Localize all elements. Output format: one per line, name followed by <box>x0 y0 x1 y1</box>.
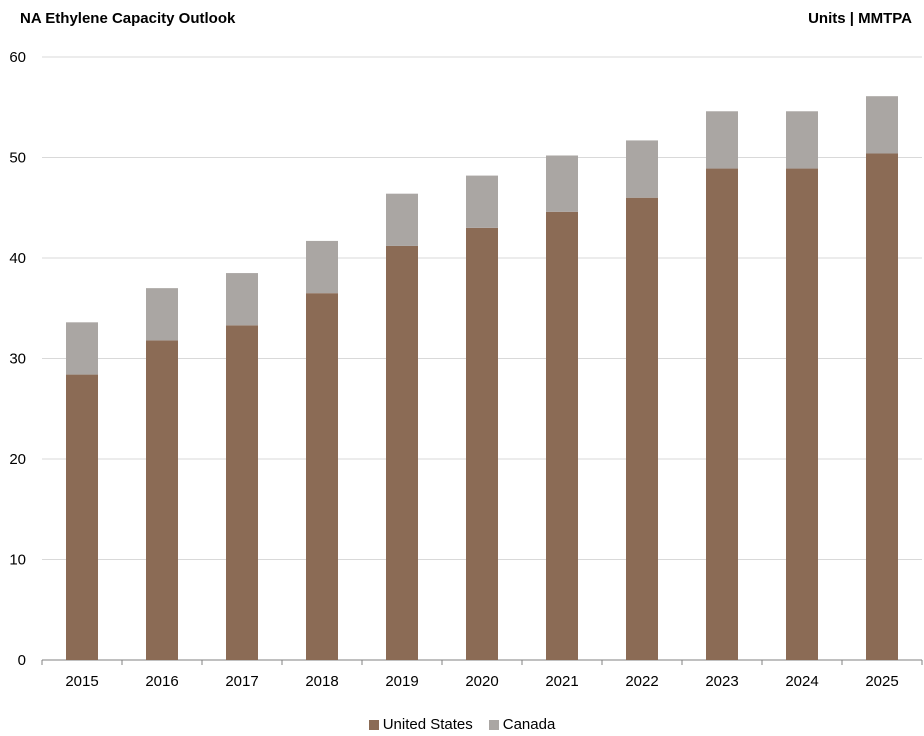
legend-item-canada: Canada <box>488 716 556 733</box>
x-tick-label: 2019 <box>385 673 418 690</box>
legend-swatch-us <box>368 719 379 730</box>
bar-united-states-2020 <box>466 227 498 660</box>
bar-canada-2021 <box>546 155 578 212</box>
bar-canada-2015 <box>66 322 98 375</box>
bar-canada-2017 <box>226 273 258 326</box>
bar-canada-2023 <box>706 111 738 169</box>
units-label: Units | MMTPA <box>808 10 912 27</box>
y-tick-label: 20 <box>9 451 26 468</box>
y-tick-label: 60 <box>9 49 26 66</box>
bar-canada-2020 <box>466 175 498 228</box>
bar-canada-2025 <box>866 96 898 154</box>
x-tick-label: 2017 <box>225 673 258 690</box>
y-tick-label: 40 <box>9 250 26 267</box>
x-tick-label: 2015 <box>65 673 98 690</box>
y-tick-label: 10 <box>9 552 26 569</box>
bar-canada-2024 <box>786 111 818 169</box>
bar-united-states-2022 <box>626 197 658 660</box>
legend-item-us: United States <box>368 716 473 733</box>
y-tick-label: 50 <box>9 150 26 167</box>
bar-canada-2018 <box>306 240 338 294</box>
x-tick-label: 2024 <box>785 673 818 690</box>
x-tick-label: 2020 <box>465 673 498 690</box>
bar-united-states-2023 <box>706 168 738 660</box>
bar-united-states-2018 <box>306 293 338 660</box>
bar-canada-2022 <box>626 140 658 198</box>
bar-united-states-2017 <box>226 325 258 660</box>
legend-swatch-canada <box>488 719 499 730</box>
bar-united-states-2015 <box>66 374 98 660</box>
x-tick-label: 2016 <box>145 673 178 690</box>
bar-united-states-2021 <box>546 211 578 660</box>
x-tick-label: 2025 <box>865 673 898 690</box>
bar-united-states-2019 <box>386 245 418 660</box>
chart-title: NA Ethylene Capacity Outlook <box>20 10 236 27</box>
legend: United States Canada <box>0 716 924 733</box>
y-tick-label: 30 <box>9 351 26 368</box>
x-tick-label: 2021 <box>545 673 578 690</box>
x-tick-label: 2018 <box>305 673 338 690</box>
x-tick-label: 2023 <box>705 673 738 690</box>
y-tick-label: 0 <box>18 652 26 669</box>
legend-label-us: United States <box>382 716 473 733</box>
stacked-bar-chart: 0 10 20 30 40 50 60 2015 2016 2017 2018 2019 2020 202… <box>9 49 923 690</box>
bar-united-states-2025 <box>866 153 898 661</box>
bar-canada-2016 <box>146 288 178 341</box>
bar-united-states-2024 <box>786 168 818 660</box>
x-tick-label: 2022 <box>625 673 658 690</box>
legend-label-canada: Canada <box>502 716 556 733</box>
bar-canada-2019 <box>386 193 418 246</box>
bar-united-states-2016 <box>146 340 178 660</box>
